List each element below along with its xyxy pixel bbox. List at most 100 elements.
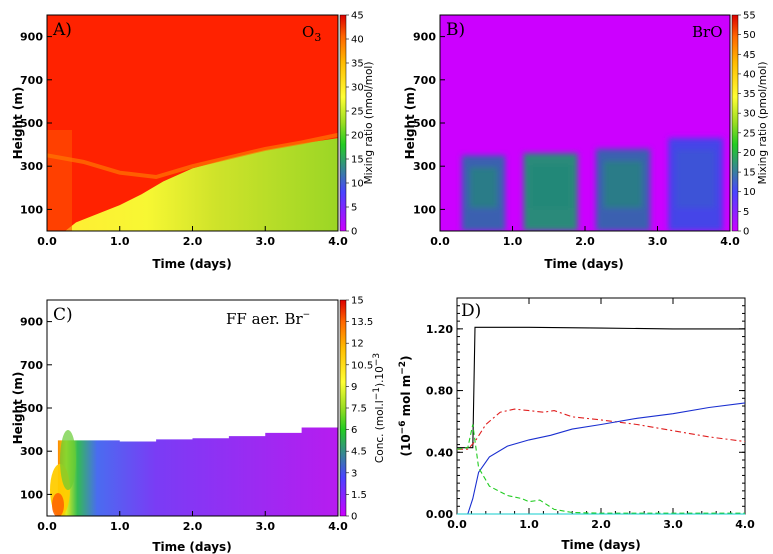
panel-c-label: C) [53, 305, 73, 325]
x-tick-label: 4.0 [328, 235, 348, 248]
y-tick-label: 700 [413, 74, 436, 87]
bro-block-core [469, 167, 498, 208]
panel-a-field [47, 15, 338, 231]
panel-a-colorbar-label: Mixing ratio (nmol/mol) [363, 62, 375, 185]
x-tick-label: 4.0 [328, 520, 348, 533]
panel-a-ylabel: Height (m) [11, 87, 25, 160]
panel-c-colorbar: 0 1.5 3 4.5 6 7.5 9 10.5 12 13.5 15 [339, 296, 373, 523]
panel-d: 0.0 1.0 2.0 3.0 4.0 0.00 0.40 0.80 1.20 D) Time … [398, 297, 755, 552]
colorbar-tick-label: 10 [351, 179, 364, 190]
x-tick-label: 2.0 [575, 235, 595, 248]
x-tick-label: 2.0 [183, 520, 203, 533]
y-tick-label: 0.40 [426, 446, 453, 459]
colorbar-tick-label: 25 [743, 128, 756, 139]
y-tick-label: 500 [20, 117, 43, 130]
x-tick-label: 3.0 [663, 518, 683, 531]
panel-b-field [440, 15, 730, 231]
colorbar-tick-label: 4.5 [351, 447, 367, 458]
colorbar-tick-label: 6 [351, 425, 357, 436]
colorbar-strip [339, 299, 347, 517]
x-tick-label: 4.0 [735, 518, 755, 531]
x-tick-label: 0.0 [37, 235, 57, 248]
panel-b-label: B) [446, 20, 465, 40]
series-line-3 [456, 424, 745, 514]
y-tick-label: 500 [20, 402, 43, 415]
colorbar-strip [339, 14, 347, 232]
colorbar-strip [731, 14, 739, 232]
panel-a-xlabel: Time (days) [152, 257, 231, 271]
y-tick-label: 700 [20, 74, 43, 87]
panel-d-series [456, 326, 746, 515]
colorbar-tick-label: 15 [743, 168, 756, 179]
panel-b-daytime-blocks [461, 138, 723, 231]
colorbar-tick-label: 0 [351, 512, 357, 523]
panel-a-label: A) [52, 20, 72, 40]
x-tick-label: 0.0 [447, 518, 467, 531]
y-tick-label: 0.80 [426, 385, 453, 398]
panel-b-colorbar: 0 5 10 15 20 25 30 35 40 45 50 55 [731, 11, 756, 238]
y-tick-label: 100 [20, 488, 43, 501]
x-tick-label: 2.0 [591, 518, 611, 531]
colorbar-tick-label: 7.5 [351, 404, 367, 415]
panel-b-xlabel: Time (days) [544, 257, 623, 271]
colorbar-tick-label: 40 [351, 35, 364, 46]
x-tick-label: 1.0 [110, 520, 130, 533]
bro-block-core [531, 165, 570, 208]
colorbar-tick-label: 10.5 [351, 360, 373, 371]
y-tick-label: 300 [20, 445, 43, 458]
panel-b-colorbar-label: Mixing ratio (pmol/mol) [757, 62, 769, 185]
panel-d-xlabel: Time (days) [561, 538, 640, 552]
panel-b-species: BrO [692, 23, 723, 41]
x-tick-label: 3.0 [648, 235, 668, 248]
colorbar-tick-label: 20 [743, 148, 756, 159]
colorbar-tick-label: 10 [743, 187, 756, 198]
y-tick-label: 900 [20, 31, 43, 44]
colorbar-tick-label: 50 [743, 30, 756, 41]
panel-c-aerosol-field [57, 419, 338, 516]
x-tick-label: 1.0 [110, 235, 130, 248]
panel-c-colorbar-label: Conc. (mol.l−1).10−3 [372, 353, 386, 463]
panel-c-field [47, 300, 338, 516]
panel-d-label: D) [461, 301, 481, 321]
y-tick-label: 300 [20, 160, 43, 173]
x-tick-label: 3.0 [256, 235, 276, 248]
y-tick-label: 1.20 [426, 323, 453, 336]
colorbar-tick-label: 15 [351, 296, 364, 307]
colorbar-tick-label: 30 [351, 83, 364, 94]
series-line-1 [457, 408, 746, 450]
panel-a-species: O3 [302, 23, 321, 44]
colorbar-tick-label: 12 [351, 339, 364, 350]
panel-a-boundary-layer-top [47, 132, 338, 180]
x-tick-label: 1.0 [519, 518, 539, 531]
colorbar-tick-label: 35 [743, 89, 756, 100]
x-tick-label: 0.0 [37, 520, 57, 533]
colorbar-tick-label: 0 [351, 227, 357, 238]
panel-a-colorbar: 0 5 10 15 20 25 30 35 40 45 [339, 11, 364, 238]
y-tick-label: 0.00 [426, 508, 453, 521]
y-tick-label: 100 [20, 203, 43, 216]
colorbar-tick-label: 13.5 [351, 317, 373, 328]
colorbar-tick-label: 45 [743, 50, 756, 61]
colorbar-tick-label: 35 [351, 59, 364, 70]
panel-b-ticks: 0.0 1.0 2.0 3.0 4.0 100 300 500 700 900 [413, 31, 740, 248]
x-tick-label: 3.0 [256, 520, 276, 533]
y-tick-label: 100 [413, 203, 436, 216]
colorbar-tick-label: 45 [351, 11, 364, 22]
colorbar-tick-label: 15 [351, 155, 364, 166]
panel-a-boundary-layer [65, 138, 338, 231]
panel-b-ylabel: Height (m) [403, 87, 417, 160]
colorbar-tick-label: 25 [351, 107, 364, 118]
y-tick-label: 500 [413, 117, 436, 130]
x-tick-label: 2.0 [183, 235, 203, 248]
y-tick-label: 700 [20, 359, 43, 372]
panel-c-ylabel: Height (m) [11, 372, 25, 445]
colorbar-tick-label: 20 [351, 131, 364, 142]
y-tick-label: 300 [413, 160, 436, 173]
colorbar-tick-label: 30 [743, 109, 756, 120]
colorbar-tick-label: 9 [351, 382, 357, 393]
x-tick-label: 1.0 [503, 235, 523, 248]
colorbar-tick-label: 5 [351, 203, 357, 214]
